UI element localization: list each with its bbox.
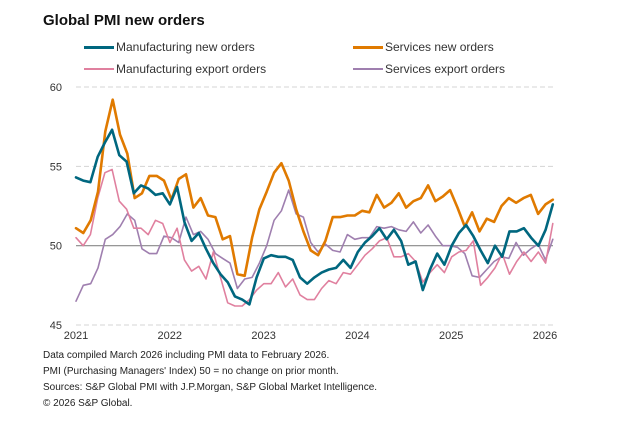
y-tick-label: 60	[50, 82, 62, 94]
footnote-data-compiled: Data compiled March 2026 including PMI d…	[43, 350, 330, 361]
footnote-sources: Sources: S&P Global PMI with J.P.Morgan,…	[43, 382, 378, 393]
chart-title: Global PMI new orders	[43, 12, 205, 29]
series-line-services-export-orders	[75, 189, 554, 303]
y-tick-label: 50	[50, 241, 62, 253]
y-axis-ticks: 45 50 55 60	[50, 82, 62, 332]
gridlines	[76, 86, 553, 326]
legend-swatch	[84, 68, 114, 70]
legend-item-services-export-orders: Services export orders	[353, 62, 505, 76]
legend-label: Services export orders	[385, 62, 506, 76]
series-lines	[74, 98, 555, 307]
legend-swatch	[353, 45, 383, 49]
x-tick-label: 2022	[158, 330, 182, 342]
legend-label: Manufacturing new orders	[116, 40, 255, 54]
x-tick-label: 2026	[533, 330, 557, 342]
y-tick-label: 55	[50, 161, 62, 173]
legend-item-services-new-orders: Services new orders	[353, 40, 494, 54]
x-axis-ticks: 2021 2022 2023 2024 2025 2026	[64, 330, 557, 342]
x-tick-label: 2023	[251, 330, 275, 342]
x-tick-label: 2024	[345, 330, 369, 342]
series-line-services-new-orders	[74, 98, 555, 278]
legend-item-manufacturing-new-orders: Manufacturing new orders	[84, 40, 255, 54]
legend-label: Manufacturing export orders	[116, 62, 267, 76]
x-tick-label: 2021	[64, 330, 88, 342]
footnote-pmi-definition: PMI (Purchasing Managers' Index) 50 = no…	[43, 366, 339, 377]
footnote-copyright: © 2026 S&P Global.	[43, 398, 133, 409]
y-tick-label: 45	[50, 320, 62, 332]
series-line-manufacturing-new-orders	[74, 128, 555, 306]
legend-label: Services new orders	[385, 40, 494, 54]
legend-swatch	[84, 45, 114, 49]
series-line-manufacturing-export-orders	[75, 168, 554, 307]
legend-swatch	[353, 68, 383, 70]
legend-item-manufacturing-export-orders: Manufacturing export orders	[84, 62, 266, 76]
x-tick-label: 2025	[439, 330, 463, 342]
